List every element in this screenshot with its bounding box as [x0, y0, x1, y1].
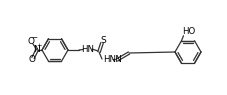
Text: –N: –N [111, 55, 122, 65]
Text: HN: HN [81, 44, 94, 53]
Text: +: + [36, 42, 42, 49]
Text: HO: HO [181, 27, 194, 36]
Text: S: S [100, 36, 105, 45]
Text: O: O [28, 55, 35, 64]
Text: N: N [33, 46, 40, 55]
Text: −: − [31, 35, 37, 41]
Text: HN: HN [103, 55, 116, 65]
Text: O: O [27, 38, 34, 46]
